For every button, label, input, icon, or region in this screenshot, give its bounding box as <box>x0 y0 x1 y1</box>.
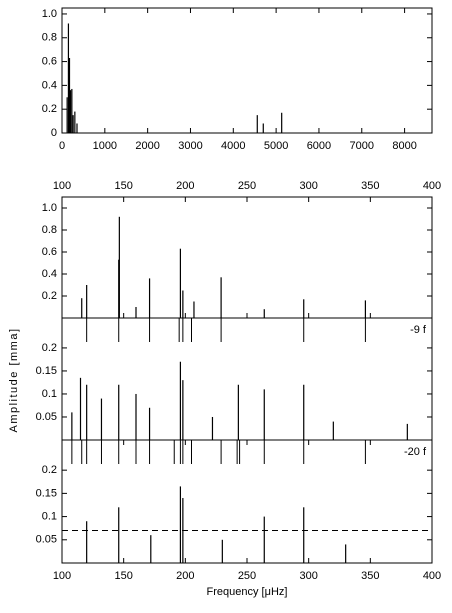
x-tick-label: 350 <box>361 570 379 582</box>
x-tick-label: 100 <box>53 180 71 192</box>
y-tick-label: 0.05 <box>36 411 57 423</box>
y-axis-label: Amplitude [mma] <box>8 327 20 432</box>
y-tick-label: 0.2 <box>42 464 57 476</box>
y-tick-label: 0.15 <box>36 365 57 377</box>
x-tick-label: 400 <box>423 180 441 192</box>
x-tick-label: 2000 <box>135 140 159 152</box>
y-tick-label: 0.6 <box>42 55 57 67</box>
plot-frame <box>61 317 433 441</box>
x-tick-label: 3000 <box>178 140 202 152</box>
y-tick-label: 0.4 <box>42 268 57 280</box>
y-tick-label: 0.4 <box>42 79 57 91</box>
y-tick-label: 0.8 <box>42 224 57 236</box>
y-tick-label: 0.05 <box>36 534 57 546</box>
x-tick-label: 4000 <box>221 140 245 152</box>
y-tick-label: 0.2 <box>42 290 57 302</box>
x-tick-label: 6000 <box>307 140 331 152</box>
x-tick-label: 350 <box>361 180 379 192</box>
x-tick-label: 1000 <box>93 140 117 152</box>
x-tick-label: 5000 <box>264 140 288 152</box>
x-tick-label: 300 <box>299 570 317 582</box>
x-tick-label: 7000 <box>350 140 374 152</box>
annotation: -20 f <box>404 446 427 458</box>
x-tick-label: 250 <box>238 570 256 582</box>
y-tick-label: 0.2 <box>42 342 57 354</box>
x-tick-label: 8000 <box>392 140 416 152</box>
x-tick-label: 300 <box>299 180 317 192</box>
x-tick-label: 150 <box>114 570 132 582</box>
x-tick-label: 200 <box>176 570 194 582</box>
y-tick-label: 0.2 <box>42 103 57 115</box>
x-tick-label: 400 <box>423 570 441 582</box>
x-tick-label: 250 <box>238 180 256 192</box>
y-tick-label: 0.1 <box>42 388 57 400</box>
x-tick-label: 150 <box>114 180 132 192</box>
y-tick-label: 0.15 <box>36 487 57 499</box>
y-tick-label: 0.1 <box>42 510 57 522</box>
plot-frame <box>61 7 433 134</box>
x-axis-label: Frequency [μHz] <box>207 586 288 598</box>
x-tick-label: 0 <box>59 140 65 152</box>
x-tick-label: 200 <box>176 180 194 192</box>
y-tick-label: 0.8 <box>42 32 57 44</box>
y-tick-label: 1.0 <box>42 202 57 214</box>
y-tick-label: 0 <box>51 127 57 139</box>
x-tick-label: 100 <box>53 570 71 582</box>
y-tick-label: 1.0 <box>42 8 57 20</box>
y-tick-label: 0.6 <box>42 246 57 258</box>
plot-frame <box>61 439 433 564</box>
annotation: -9 f <box>410 324 427 336</box>
plot-frame <box>61 196 433 319</box>
